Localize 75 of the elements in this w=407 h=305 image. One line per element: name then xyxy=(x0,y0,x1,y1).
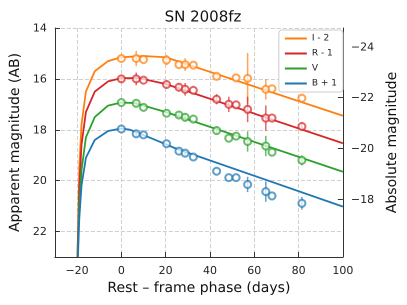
y-tick-label: 22 xyxy=(32,225,47,238)
point xyxy=(174,110,184,120)
point xyxy=(243,74,252,83)
point xyxy=(180,112,190,122)
point xyxy=(268,114,276,123)
point xyxy=(132,74,141,84)
point xyxy=(180,60,190,70)
point xyxy=(212,94,222,104)
point xyxy=(224,100,234,109)
y2-tick-label: −20 xyxy=(350,142,374,156)
y-tick-label: 18 xyxy=(32,123,47,136)
x-tick-label: 100 xyxy=(332,264,354,277)
point xyxy=(188,60,198,70)
point xyxy=(268,191,276,200)
legend-label: V xyxy=(312,64,319,74)
point xyxy=(139,76,148,85)
point xyxy=(268,84,276,94)
legend-label: B + 1 xyxy=(312,78,338,88)
point xyxy=(188,114,198,124)
point xyxy=(162,80,172,89)
point xyxy=(180,84,190,94)
y-axis-title: Apparent magnitude (AB) xyxy=(7,52,23,232)
point xyxy=(188,152,198,162)
point xyxy=(132,54,141,64)
point xyxy=(132,129,141,138)
y-tick-label: 14 xyxy=(32,22,47,34)
y2-tick-label: −18 xyxy=(350,192,374,206)
point xyxy=(180,148,190,158)
legend-label: R - 1 xyxy=(312,48,333,58)
point xyxy=(232,132,241,141)
point xyxy=(188,86,198,95)
point xyxy=(139,130,148,140)
point xyxy=(174,82,184,92)
point xyxy=(232,173,241,182)
y-tick-label: 20 xyxy=(32,174,47,188)
point xyxy=(212,72,222,81)
point xyxy=(232,73,241,82)
point xyxy=(116,124,126,134)
point xyxy=(116,98,126,108)
x-tick-label: 80 xyxy=(292,264,306,277)
x-tick-label: 40 xyxy=(202,264,217,277)
point xyxy=(232,100,241,110)
point xyxy=(116,54,126,64)
point xyxy=(297,94,306,103)
x-tick-label: 0 xyxy=(118,264,125,277)
point xyxy=(162,108,172,118)
point xyxy=(139,55,148,64)
point xyxy=(224,134,234,143)
point xyxy=(261,142,270,151)
point xyxy=(268,148,276,157)
chart-title: SN 2008fz xyxy=(164,8,242,26)
y2-axis-title: Absolute magnitude xyxy=(384,72,400,214)
point xyxy=(297,122,306,131)
point xyxy=(116,74,126,84)
point xyxy=(297,198,306,208)
point xyxy=(243,136,252,146)
x-axis-title: Rest – frame phase (days) xyxy=(107,280,290,296)
point xyxy=(261,187,270,196)
point xyxy=(243,104,252,114)
point xyxy=(162,56,172,65)
point xyxy=(139,102,148,112)
y2-tick-label: −24 xyxy=(350,40,374,54)
y2-tick-label: −22 xyxy=(350,91,374,104)
point xyxy=(162,139,172,148)
point xyxy=(212,166,222,176)
x-tick-label: 60 xyxy=(247,264,262,277)
y-tick-label: 16 xyxy=(32,72,47,86)
point xyxy=(224,173,234,182)
point xyxy=(243,180,252,189)
point xyxy=(212,126,222,136)
x-tick-label: −20 xyxy=(65,264,89,277)
point xyxy=(297,156,306,165)
x-tick-label: 20 xyxy=(158,264,173,277)
point xyxy=(132,98,141,108)
legend-label: I - 2 xyxy=(312,34,330,44)
